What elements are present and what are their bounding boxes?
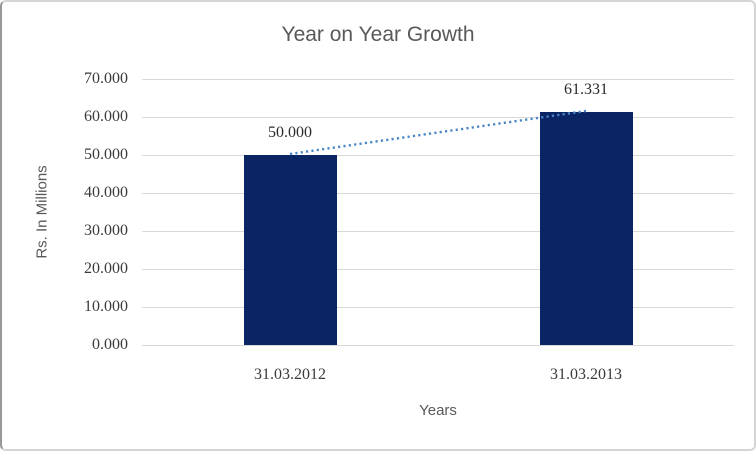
trendline[interactable] [142,79,734,345]
x-axis-title: Years [419,402,457,419]
data-label: 61.331 [564,80,608,98]
gridline [142,269,734,270]
bar[interactable] [539,111,633,345]
gridline [142,307,734,308]
gridline [142,155,734,156]
gridline [142,117,734,118]
plot-area [142,79,734,346]
gridline [142,193,734,194]
y-tick-label: 60.000 [84,108,128,125]
y-axis-title: Rs. In Millions [33,165,51,259]
gridline [142,79,734,80]
y-tick-label: 70.000 [84,70,128,87]
y-tick-label: 30.000 [84,222,128,239]
y-tick-label: 10.000 [84,298,128,315]
y-tick-label: 20.000 [84,260,128,277]
gridline [142,231,734,232]
data-label: 50.000 [268,124,312,141]
bar[interactable] [243,155,337,345]
x-tick-label: 31.03.2013 [550,366,622,383]
y-tick-label: 40.000 [84,184,128,201]
chart-title: Year on Year Growth [281,23,475,46]
y-tick-label: 50.000 [84,146,128,163]
y-tick-label: 0.000 [92,336,128,353]
x-tick-label: 31.03.2012 [254,366,326,383]
